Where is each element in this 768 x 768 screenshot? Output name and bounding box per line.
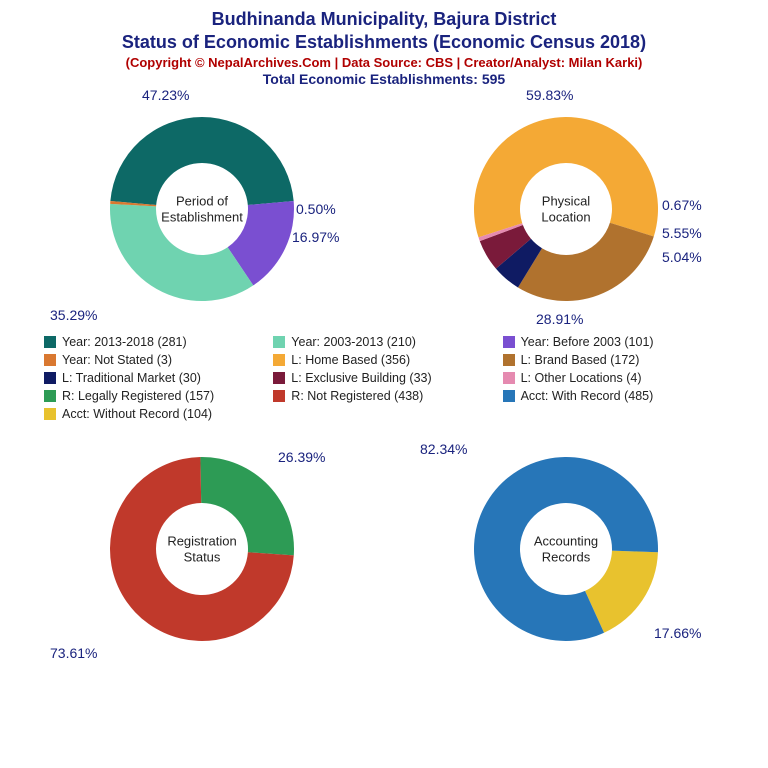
legend-text: L: Other Locations (4): [521, 371, 642, 385]
total-establishments: Total Economic Establishments: 595: [0, 71, 768, 87]
legend-item: Year: Not Stated (3): [40, 351, 269, 369]
legend-swatch: [503, 354, 515, 366]
legend-swatch: [273, 390, 285, 402]
legend-text: L: Traditional Market (30): [62, 371, 201, 385]
legend-item: L: Other Locations (4): [499, 369, 728, 387]
slice-pct-label: 28.91%: [536, 311, 583, 327]
legend: Year: 2013-2018 (281) Year: 2003-2013 (21…: [0, 329, 768, 429]
slice-pct-label: 59.83%: [526, 87, 573, 103]
legend-item: L: Exclusive Building (33): [269, 369, 498, 387]
bottom-charts-row: Registration Status 26.39% 73.61% Account…: [0, 429, 768, 669]
chart-accounting-records: Accounting Records 17.66% 82.34%: [396, 429, 736, 669]
legend-text: Year: Before 2003 (101): [521, 335, 654, 349]
legend-text: Acct: Without Record (104): [62, 407, 212, 421]
slice-pct-label: 5.04%: [662, 249, 702, 265]
legend-swatch: [273, 336, 285, 348]
infographic-container: Budhinanda Municipality, Bajura District…: [0, 0, 768, 768]
legend-item: Year: Before 2003 (101): [499, 333, 728, 351]
chart-period-of-establishment: Period of Establishment 47.23% 16.97% 35.2…: [32, 89, 372, 329]
legend-item: L: Brand Based (172): [499, 351, 728, 369]
title-line2: Status of Economic Establishments (Econo…: [0, 31, 768, 54]
chart-center-label: Accounting Records: [516, 533, 616, 564]
legend-item: R: Legally Registered (157): [40, 387, 269, 405]
legend-swatch: [503, 336, 515, 348]
legend-item: Acct: With Record (485): [499, 387, 728, 405]
slice-pct-label: 0.67%: [662, 197, 702, 213]
legend-text: Year: 2003-2013 (210): [291, 335, 416, 349]
slice-pct-label: 16.97%: [292, 229, 339, 245]
legend-swatch: [273, 372, 285, 384]
header: Budhinanda Municipality, Bajura District…: [0, 0, 768, 89]
legend-swatch: [44, 390, 56, 402]
legend-swatch: [273, 354, 285, 366]
slice-pct-label: 73.61%: [50, 645, 97, 661]
chart-registration-status: Registration Status 26.39% 73.61%: [32, 429, 372, 669]
chart-physical-location: Physical Location 59.83% 28.91% 5.04% 5.55%…: [396, 89, 736, 329]
legend-text: Year: Not Stated (3): [62, 353, 172, 367]
slice-pct-label: 82.34%: [420, 441, 467, 457]
chart-center-label: Physical Location: [516, 193, 616, 224]
legend-text: L: Exclusive Building (33): [291, 371, 431, 385]
legend-swatch: [44, 408, 56, 420]
slice-pct-label: 5.55%: [662, 225, 702, 241]
slice-pct-label: 47.23%: [142, 87, 189, 103]
slice-pct-label: 17.66%: [654, 625, 701, 641]
legend-text: L: Home Based (356): [291, 353, 410, 367]
slice-pct-label: 35.29%: [50, 307, 97, 323]
donut-slice: [518, 223, 654, 301]
legend-swatch: [503, 390, 515, 402]
chart-center-label: Registration Status: [152, 533, 252, 564]
subtitle: (Copyright © NepalArchives.Com | Data So…: [0, 55, 768, 70]
legend-item: Year: 2003-2013 (210): [269, 333, 498, 351]
legend-item: R: Not Registered (438): [269, 387, 498, 405]
slice-pct-label: 0.50%: [296, 201, 336, 217]
legend-swatch: [44, 336, 56, 348]
legend-swatch: [44, 354, 56, 366]
top-charts-row: Period of Establishment 47.23% 16.97% 35.2…: [0, 89, 768, 329]
chart-center-label: Period of Establishment: [152, 193, 252, 224]
legend-swatch: [503, 372, 515, 384]
legend-text: Acct: With Record (485): [521, 389, 654, 403]
legend-item: Year: 2013-2018 (281): [40, 333, 269, 351]
legend-text: R: Legally Registered (157): [62, 389, 214, 403]
legend-text: Year: 2013-2018 (281): [62, 335, 187, 349]
legend-text: R: Not Registered (438): [291, 389, 423, 403]
slice-pct-label: 26.39%: [278, 449, 325, 465]
donut-slice: [110, 117, 293, 205]
legend-text: L: Brand Based (172): [521, 353, 640, 367]
title-line1: Budhinanda Municipality, Bajura District: [0, 8, 768, 31]
legend-swatch: [44, 372, 56, 384]
legend-item: L: Home Based (356): [269, 351, 498, 369]
legend-item: L: Traditional Market (30): [40, 369, 269, 387]
legend-item: Acct: Without Record (104): [40, 405, 269, 423]
